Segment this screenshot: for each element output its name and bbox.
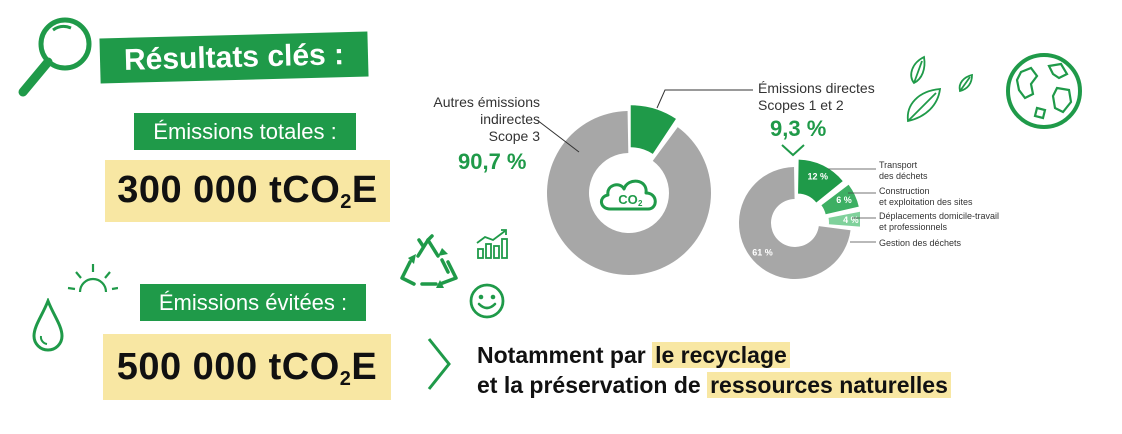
leader-line-scope3	[536, 119, 580, 153]
legend-item-label-line: Gestion des déchets	[879, 238, 962, 248]
legend-item-gestion: Gestion des déchets	[879, 238, 961, 249]
sun-icon	[67, 264, 118, 293]
magnifier-icon	[18, 17, 92, 97]
emissions-evitees-label: Émissions évitées :	[140, 284, 366, 321]
bottom-text-line2-highlight: ressources naturelles	[707, 372, 951, 398]
slice-label-scope3-line: Autres émissions	[433, 94, 540, 110]
breakdown-leader-lines	[828, 168, 876, 243]
page-title: Résultats clés :	[99, 31, 369, 84]
slice-transport-value-label: 12 %	[808, 171, 829, 181]
slice-label-scope3-line: indirectes	[480, 111, 540, 127]
slice-scope3	[547, 111, 711, 276]
legend-item-label-line: et professionnels	[879, 222, 948, 232]
main-donut-chart	[547, 105, 711, 276]
bottom-text-line2: et la préservation de ressources naturel…	[477, 370, 951, 400]
growth-chart-icon	[476, 229, 508, 259]
emissions-totales-label: Émissions totales :	[134, 113, 356, 150]
slice-gestion	[739, 167, 851, 279]
slice-value-scopes12: 9,3 %	[770, 116, 827, 141]
slice-gestion-value-label: 61 %	[752, 248, 773, 258]
slice-transport	[798, 159, 843, 203]
leader-line-scopes12	[656, 89, 753, 109]
cloud-co2-sub: 2	[638, 199, 643, 208]
emissions-totales-value: 300 000 tCO2E	[105, 160, 390, 222]
chevron-down-icon	[781, 144, 805, 157]
emissions-evitees-prefix: 500 000 tCO	[116, 346, 340, 388]
legend-item-label-line: Transport	[879, 160, 918, 170]
legend-item-label-line: Déplacements domicile-travail	[879, 211, 1000, 221]
emissions-totales-suffix: E	[351, 169, 378, 211]
slice-label-scopes12: Émissions directes Scopes 1 et 2	[758, 80, 875, 114]
recycle-icon	[400, 234, 458, 288]
legend-item-construction: Construction et exploitation des sites	[879, 186, 973, 208]
breakdown-donut-chart: 12 % 6 % 4 % 61 %	[739, 159, 860, 279]
emissions-evitees-value: 500 000 tCO2E	[103, 334, 391, 400]
cloud-co2-icon: CO 2	[600, 179, 657, 211]
emissions-evitees-sub: 2	[339, 368, 352, 390]
slice-deplacements-value-label: 4 %	[843, 215, 859, 225]
bottom-text-line1-plain: Notamment par	[477, 342, 653, 368]
slice-label-scopes12-line: Scopes 1 et 2	[758, 97, 844, 113]
globe-icon	[1006, 53, 1082, 129]
smiley-icon	[469, 283, 505, 319]
legend-item-transport: Transport des déchets	[879, 160, 928, 182]
slice-deplacements	[828, 211, 860, 227]
emissions-evitees-suffix: E	[351, 346, 378, 388]
slice-label-scope3-line: Scope 3	[488, 128, 540, 144]
emissions-totales-prefix: 300 000 tCO	[117, 169, 341, 211]
bottom-text-line2-plain: et la préservation de	[477, 372, 708, 398]
leaf-icon	[906, 55, 973, 123]
legend-item-label-line: Construction	[879, 186, 930, 196]
slice-scopes12	[630, 105, 676, 154]
slice-construction-value-label: 6 %	[836, 195, 852, 205]
slice-label-scopes12-line: Émissions directes	[758, 80, 875, 96]
legend-item-label-line: des déchets	[879, 171, 928, 181]
cloud-co2-text: CO	[618, 192, 638, 207]
slice-construction	[821, 184, 859, 215]
water-drop-icon	[32, 298, 64, 352]
legend-item-deplacements: Déplacements domicile-travail et profess…	[879, 211, 999, 233]
chevron-right-icon	[427, 338, 451, 390]
bottom-text-line1: Notamment par le recyclage	[477, 340, 790, 370]
bottom-text-line1-highlight: le recyclage	[652, 342, 790, 368]
slice-label-scope3: Autres émissions indirectes Scope 3	[431, 94, 540, 145]
slice-value-scope3: 90,7 %	[458, 149, 527, 174]
legend-item-label-line: et exploitation des sites	[879, 197, 973, 207]
emissions-totales-sub: 2	[340, 191, 352, 213]
